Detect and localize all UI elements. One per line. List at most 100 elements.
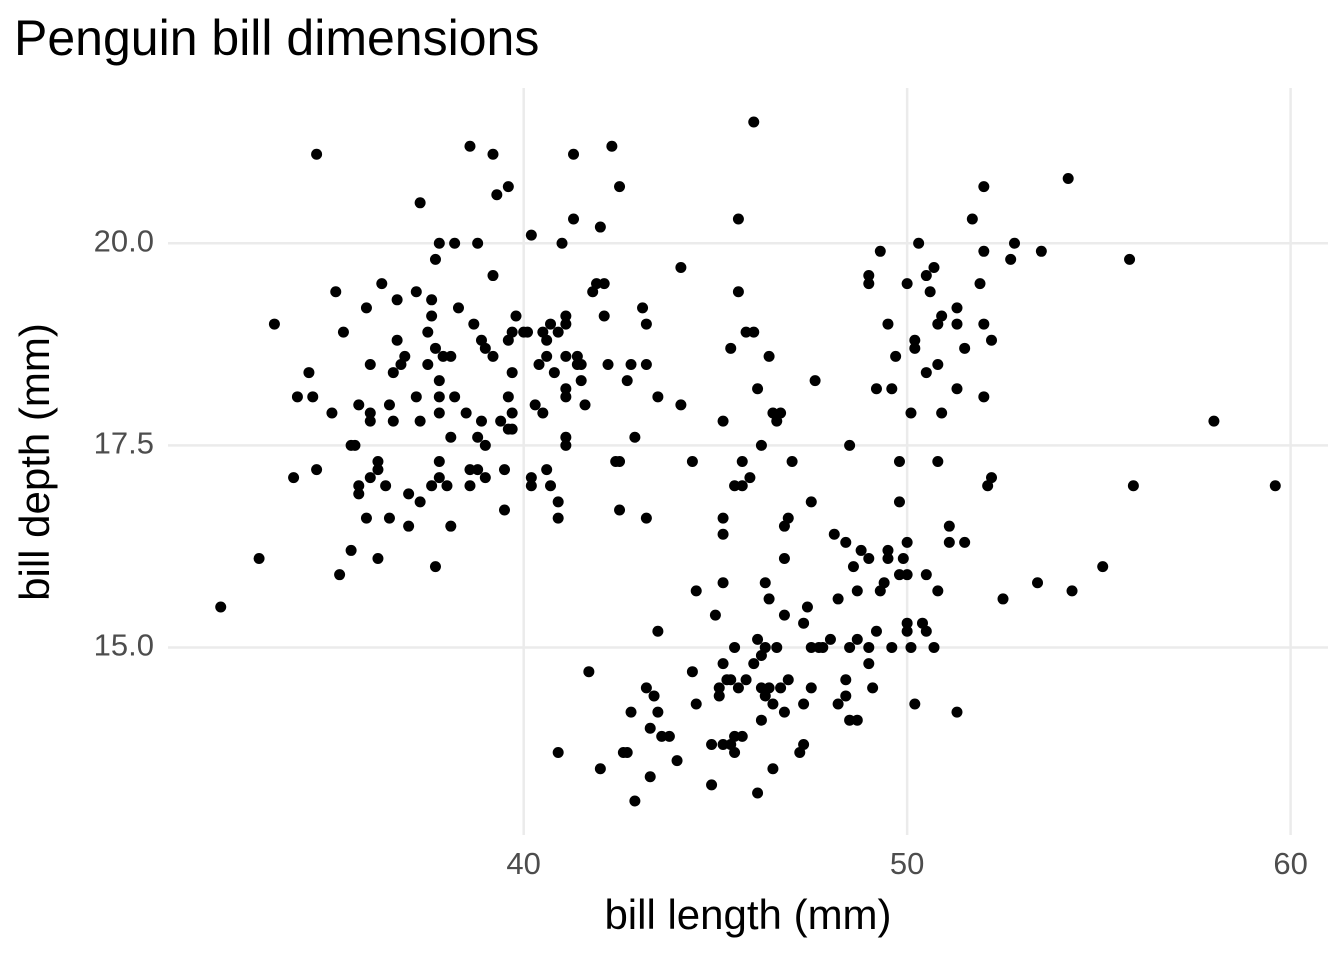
y-tick-label: 15.0 <box>94 628 154 663</box>
point <box>928 641 940 653</box>
point <box>943 520 955 532</box>
point <box>621 747 633 759</box>
point <box>805 641 817 653</box>
point <box>686 456 698 467</box>
point <box>414 197 426 209</box>
point <box>491 189 503 201</box>
point <box>506 423 518 435</box>
point <box>433 391 445 403</box>
point <box>732 682 744 694</box>
point <box>786 456 798 467</box>
point <box>882 544 894 556</box>
point <box>729 747 741 759</box>
point <box>334 569 346 581</box>
point <box>545 318 557 330</box>
y-tick-label: 20.0 <box>94 223 154 258</box>
point <box>851 633 863 645</box>
point <box>429 253 441 265</box>
x-tick-label: 50 <box>890 846 924 881</box>
point <box>525 229 537 241</box>
point <box>909 334 921 346</box>
point <box>479 472 491 484</box>
point <box>924 286 936 298</box>
point <box>729 730 741 742</box>
point <box>303 367 315 379</box>
point <box>498 504 510 516</box>
point <box>533 358 545 370</box>
point <box>775 682 787 694</box>
point <box>426 480 438 492</box>
point <box>268 318 280 330</box>
point <box>686 666 698 678</box>
point <box>951 706 963 718</box>
point <box>594 221 606 233</box>
point <box>725 342 737 354</box>
point <box>1124 253 1136 265</box>
point <box>560 431 572 443</box>
point <box>920 625 932 637</box>
point <box>778 609 790 621</box>
point <box>510 310 522 322</box>
point <box>621 375 633 387</box>
grid <box>168 88 1328 835</box>
point <box>736 480 748 492</box>
point <box>291 391 303 403</box>
point <box>920 569 932 581</box>
point <box>502 391 514 403</box>
point <box>740 326 752 338</box>
point <box>414 415 426 427</box>
point <box>376 278 388 290</box>
point <box>840 690 852 702</box>
point <box>928 261 940 273</box>
point <box>372 456 384 467</box>
point <box>364 407 376 419</box>
point <box>433 456 445 467</box>
point <box>433 375 445 387</box>
point <box>487 350 499 362</box>
point <box>882 553 894 565</box>
point <box>602 358 614 370</box>
point <box>782 674 794 686</box>
point <box>959 342 971 354</box>
point <box>422 358 434 370</box>
point <box>652 391 664 403</box>
point <box>736 730 748 742</box>
point <box>445 431 457 443</box>
point <box>464 464 476 476</box>
point <box>472 464 484 476</box>
point <box>778 706 790 718</box>
point <box>449 391 461 403</box>
point <box>717 415 729 427</box>
point <box>629 431 641 443</box>
point <box>614 181 626 193</box>
point <box>717 528 729 540</box>
point <box>744 472 756 484</box>
point <box>1269 480 1281 492</box>
point <box>506 326 518 338</box>
point <box>525 472 537 484</box>
point <box>905 641 917 653</box>
point <box>614 504 626 516</box>
x-tick-label: 40 <box>506 846 540 881</box>
point <box>690 585 702 597</box>
point <box>870 625 882 637</box>
point <box>426 294 438 306</box>
point <box>763 682 775 694</box>
point <box>763 593 775 605</box>
point <box>767 763 779 775</box>
x-tick-label: 60 <box>1273 846 1307 881</box>
point <box>498 464 510 476</box>
point <box>863 278 875 290</box>
point <box>893 496 905 508</box>
point <box>387 415 399 427</box>
point <box>1097 561 1109 573</box>
point <box>253 553 265 565</box>
point <box>893 569 905 581</box>
point <box>468 318 480 330</box>
point <box>978 245 990 257</box>
point <box>640 318 652 330</box>
point <box>391 334 403 346</box>
point <box>360 512 372 524</box>
point <box>863 553 875 565</box>
